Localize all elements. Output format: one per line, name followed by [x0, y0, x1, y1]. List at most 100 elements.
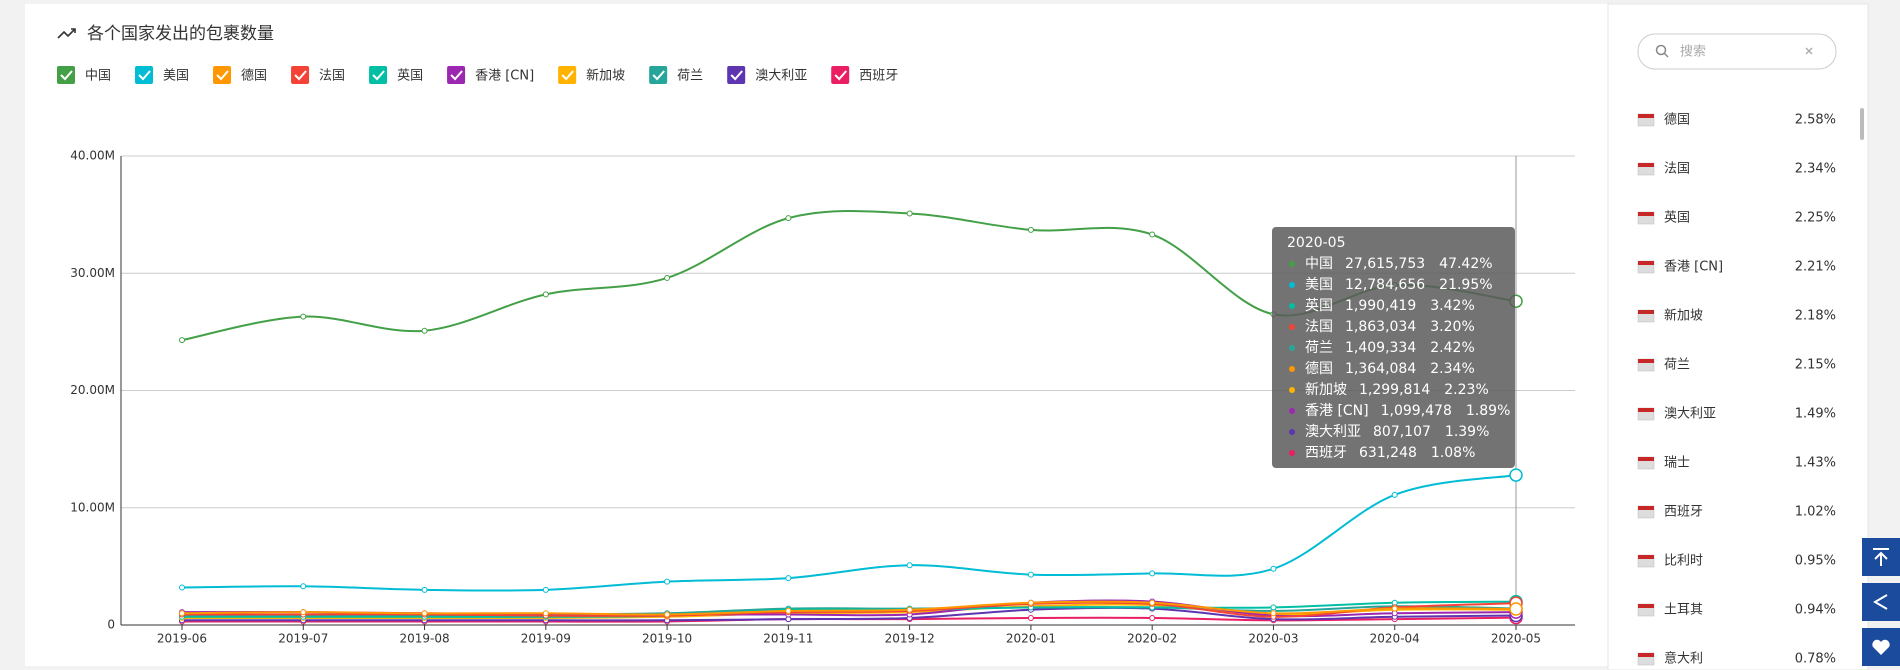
legend-checkbox[interactable]	[727, 66, 746, 84]
tooltip-name: 英国	[1305, 297, 1333, 314]
data-point	[421, 327, 428, 334]
country-percent: 2.21%	[1795, 260, 1836, 275]
series-line	[181, 600, 1517, 616]
tooltip-value: 807,107	[1373, 424, 1431, 440]
flag	[1638, 555, 1654, 559]
legend-label[interactable]: 荷兰	[677, 69, 703, 84]
legend-checkbox[interactable]	[213, 66, 232, 84]
country-name[interactable]: 英国	[1664, 211, 1690, 226]
data-point	[1509, 468, 1523, 482]
legend-label[interactable]: 澳大利亚	[755, 68, 807, 84]
legend-checkbox[interactable]	[649, 66, 668, 84]
data-point	[1270, 565, 1277, 572]
tooltip-percent: 2.42%	[1430, 340, 1474, 356]
clear-icon[interactable]	[1805, 47, 1813, 55]
country-percent: 2.25%	[1795, 211, 1836, 226]
data-point	[906, 606, 913, 613]
legend-label[interactable]: 德国	[241, 69, 267, 84]
flag	[1638, 408, 1654, 412]
tooltip-percent: 3.20%	[1430, 319, 1474, 335]
tooltip-name: 法国	[1305, 319, 1333, 335]
legend-checkbox[interactable]	[57, 66, 75, 84]
country-percent: 1.49%	[1795, 407, 1836, 422]
x-tick-label: 2020-03	[1248, 632, 1298, 646]
country-name[interactable]: 法国	[1664, 162, 1690, 177]
tooltip-percent: 2.34%	[1430, 361, 1474, 377]
legend-label[interactable]: 法国	[319, 69, 345, 84]
tooltip-value: 1,364,084	[1345, 361, 1416, 377]
data-point	[1149, 570, 1156, 577]
tooltip-name: 新加坡	[1305, 382, 1347, 398]
chart-title: 各个国家发出的包裹数量	[87, 24, 274, 44]
data-point	[1149, 599, 1156, 606]
country-percent: 0.78%	[1795, 652, 1836, 667]
data-point	[1149, 231, 1156, 238]
legend-label[interactable]: 英国	[397, 69, 423, 84]
search-icon	[1663, 52, 1669, 58]
country-name[interactable]: 瑞士	[1664, 456, 1690, 471]
data-point	[421, 610, 428, 617]
country-percent: 1.43%	[1795, 456, 1836, 471]
data-point	[179, 337, 185, 344]
y-tick-label: 40.00M	[70, 149, 115, 163]
country-name[interactable]: 澳大利亚	[1664, 406, 1716, 422]
country-name[interactable]: 新加坡	[1664, 308, 1703, 324]
country-percent: 2.58%	[1795, 113, 1836, 128]
country-name[interactable]: 荷兰	[1664, 358, 1690, 373]
tooltip-name: 美国	[1305, 277, 1333, 293]
tooltip-percent: 1.89%	[1466, 403, 1510, 419]
tooltip-value: 1,990,419	[1345, 298, 1416, 314]
tooltip-name: 中国	[1305, 256, 1333, 272]
data-point	[1027, 226, 1034, 233]
legend-checkbox[interactable]	[831, 66, 850, 84]
legend-label[interactable]: 香港 [CN]	[475, 69, 534, 84]
data-point	[1027, 571, 1034, 578]
legend-checkbox[interactable]	[291, 66, 310, 84]
series-line	[181, 474, 1517, 592]
data-point	[906, 210, 913, 217]
tooltip-percent: 1.39%	[1445, 424, 1489, 440]
legend-label[interactable]: 西班牙	[859, 69, 898, 84]
country-name[interactable]: 香港 [CN]	[1664, 260, 1723, 275]
tooltip-value: 1,099,478	[1381, 403, 1452, 419]
country-name[interactable]: 比利时	[1664, 554, 1703, 569]
legend-checkbox[interactable]	[369, 66, 388, 84]
tooltip-dot	[1289, 366, 1295, 372]
legend-check	[652, 70, 665, 81]
legend-checkbox[interactable]	[558, 66, 577, 84]
data-point	[421, 586, 428, 593]
country-name[interactable]: 德国	[1664, 113, 1690, 128]
data-point	[300, 609, 307, 616]
legend-check	[450, 70, 463, 81]
legend-check	[834, 70, 847, 81]
data-point	[542, 586, 549, 593]
data-point	[785, 575, 792, 582]
tooltip-dot	[1289, 387, 1295, 393]
like-icon	[1872, 639, 1890, 655]
legend-check	[561, 70, 574, 81]
flag	[1638, 506, 1654, 510]
legend-label[interactable]: 美国	[163, 69, 189, 84]
y-tick-label: 0	[107, 618, 115, 632]
country-name[interactable]: 意大利	[1664, 651, 1703, 667]
legend-label[interactable]: 中国	[85, 69, 111, 84]
country-name[interactable]: 西班牙	[1664, 505, 1703, 520]
legend-checkbox[interactable]	[447, 66, 466, 84]
series-line	[182, 600, 1517, 618]
share-button[interactable]	[1862, 583, 1900, 621]
search-box[interactable]	[1637, 33, 1837, 70]
country-percent: 2.15%	[1795, 358, 1836, 373]
search-icon	[1655, 44, 1667, 56]
data-point	[179, 610, 185, 617]
tooltip-value: 1,299,814	[1359, 382, 1430, 398]
data-point	[179, 584, 185, 591]
legend-checkbox[interactable]	[135, 66, 154, 84]
tooltip-value: 631,248	[1359, 445, 1417, 461]
x-tick-label: 2019-10	[642, 632, 692, 646]
country-name[interactable]: 土耳其	[1664, 603, 1703, 618]
data-point	[664, 274, 671, 281]
data-point	[785, 607, 792, 614]
legend-label[interactable]: 新加坡	[586, 68, 625, 84]
tooltip-name: 西班牙	[1305, 445, 1347, 461]
scrollbar[interactable]	[1860, 108, 1864, 140]
